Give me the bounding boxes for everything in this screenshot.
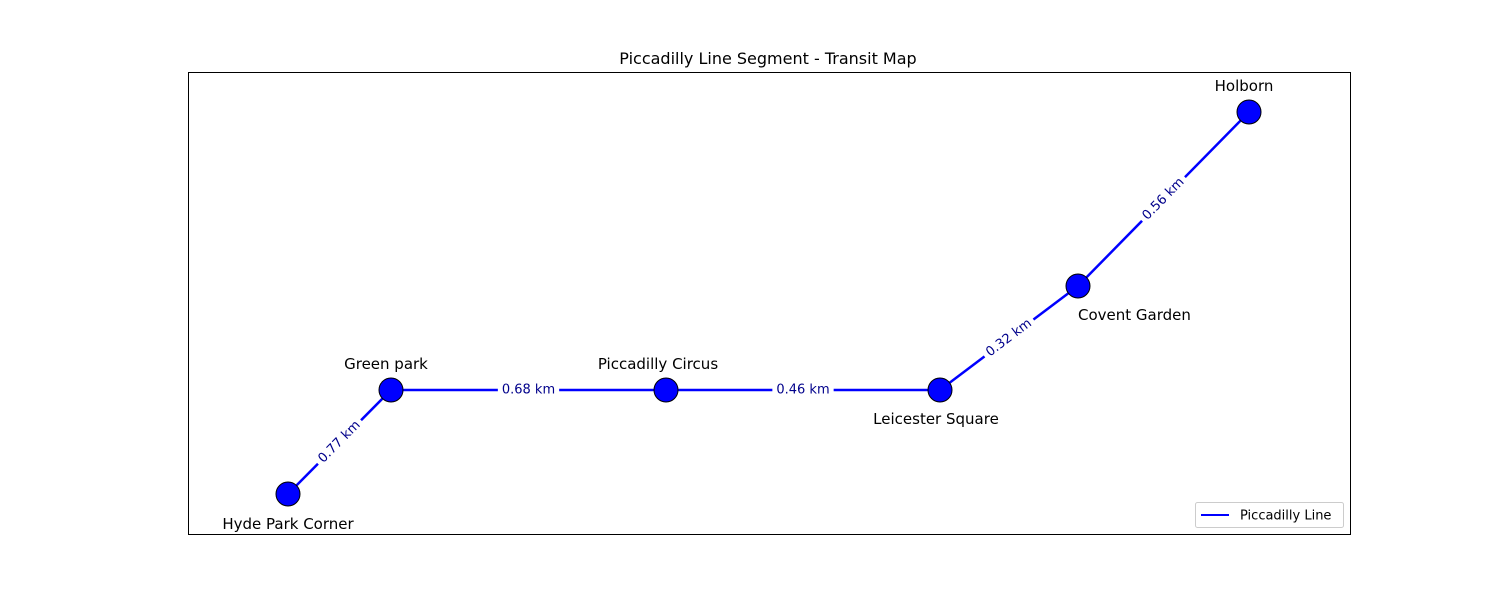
station-node-leicester-square <box>927 377 953 403</box>
plot-frame <box>188 72 1351 535</box>
distance-label-background <box>497 381 560 399</box>
station-name-hyde-park-corner: Hyde Park Corner <box>222 515 354 533</box>
distance-label-background <box>772 381 834 399</box>
station-node-holborn <box>1236 99 1262 125</box>
station-node-hyde-park-corner <box>275 481 301 507</box>
distance-label: 0.68 km <box>502 383 555 398</box>
station-name-holborn: Holborn <box>1215 77 1274 95</box>
distance-label: 0.46 km <box>776 383 829 398</box>
map-title: Piccadilly Line Segment - Transit Map <box>619 49 916 68</box>
distance-label-background <box>1135 171 1192 227</box>
station-names: Hyde Park Corner Green park Piccadilly Cir… <box>222 77 1273 533</box>
distance-label-background <box>311 414 368 470</box>
station-name-piccadilly-circus: Piccadilly Circus <box>598 355 718 373</box>
station-node-green-park <box>378 377 404 403</box>
legend: Piccadilly Line <box>1195 502 1344 528</box>
station-name-covent-garden: Covent Garden <box>1078 306 1191 324</box>
station-node-covent-garden <box>1065 273 1091 299</box>
legend-label: Piccadilly Line <box>1240 509 1331 524</box>
distance-label-background <box>979 312 1039 364</box>
station-name-leicester-square: Leicester Square <box>873 410 999 428</box>
legend-box <box>1195 502 1344 528</box>
stations <box>275 99 1262 507</box>
station-node-piccadilly-circus <box>653 377 679 403</box>
station-name-green-park: Green park <box>344 355 428 373</box>
